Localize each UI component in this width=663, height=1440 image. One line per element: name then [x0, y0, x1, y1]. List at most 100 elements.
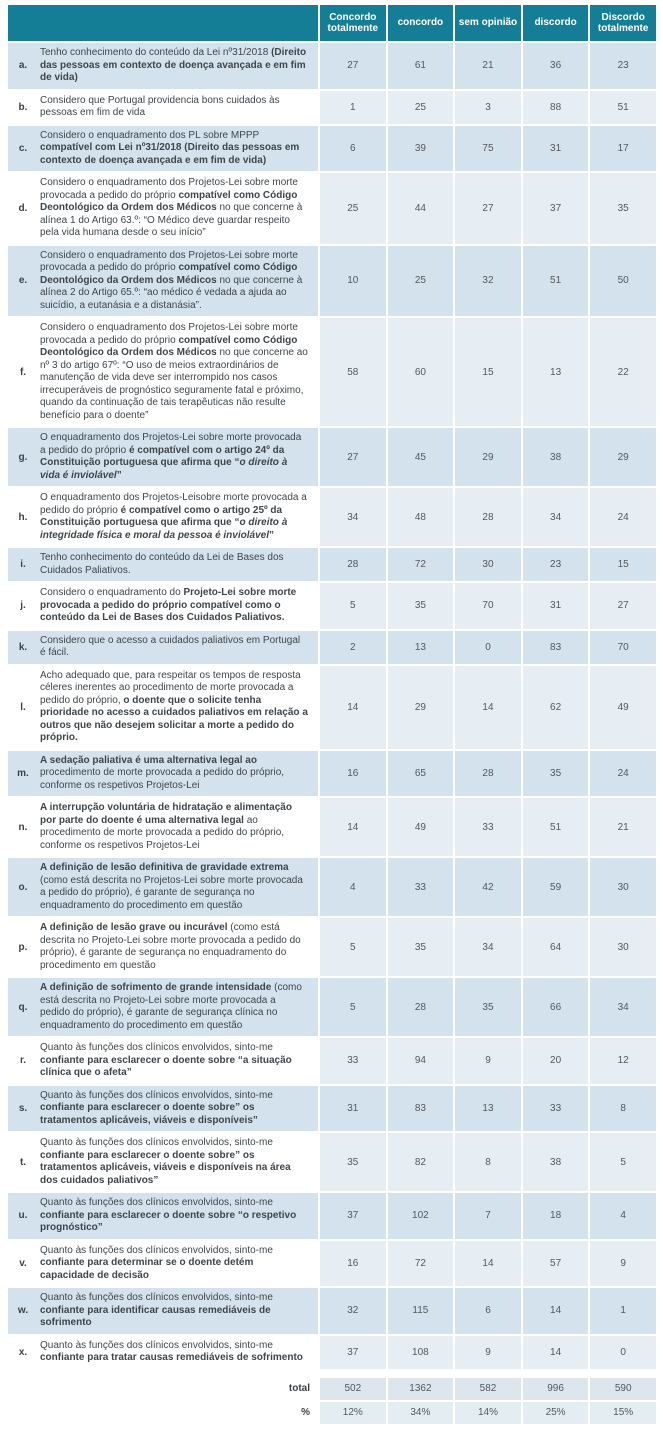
row-question-text: A interrupção voluntária de hidratação e…	[40, 802, 292, 851]
row-value-cell: 31	[522, 125, 589, 171]
row-value-cell: 88	[522, 90, 589, 124]
row-value-cell: 29	[590, 428, 656, 486]
row-value-cell: 34	[455, 918, 521, 976]
row-value-cell: 35	[387, 583, 454, 629]
footer-value-cell: 996	[522, 1377, 589, 1400]
row-value-cell: 7	[455, 1193, 521, 1239]
row-value-cell: 66	[522, 978, 589, 1036]
row-value-cell: 30	[590, 858, 656, 916]
row-question-area: u. Quanto às funções dos clínicos envolv…	[8, 1193, 318, 1239]
row-value-cell: 51	[522, 798, 589, 856]
table-row: l. Acho adequado que, para respeitar os …	[8, 665, 656, 749]
row-value-cell: 32	[320, 1288, 386, 1334]
footer-value-cell: 590	[590, 1377, 656, 1400]
row-value-cell: 94	[387, 1038, 454, 1084]
row-question-cell: A definição de sofrimento de grande inte…	[38, 978, 318, 1036]
footer-percent-row: % 12% 34% 14% 25% 15%	[8, 1401, 656, 1424]
footer-value-cell: 582	[455, 1377, 521, 1400]
row-value-cell: 5	[590, 1133, 656, 1191]
row-label: a.	[18, 60, 28, 72]
row-value-cell: 6	[455, 1288, 521, 1334]
column-header-cell: concordo	[387, 5, 454, 41]
table-body: a. Tenho conhecimento do conteúdo da Lei…	[8, 43, 656, 1369]
row-value-cell: 5	[320, 978, 386, 1036]
row-question-text: A definição de lesão definitiva de gravi…	[40, 862, 303, 911]
row-value-cell: 70	[590, 630, 656, 664]
row-value-cell: 1	[320, 90, 386, 124]
row-value-cell: 57	[522, 1240, 589, 1286]
row-question-cell: A interrupção voluntária de hidratação e…	[38, 798, 318, 856]
row-question-area: q. A definição de sofrimento de grande i…	[8, 978, 318, 1036]
row-label: e.	[18, 275, 28, 287]
row-question-cell: Considero o enquadramento dos Projetos-L…	[38, 246, 318, 317]
row-value-cell: 5	[320, 918, 386, 976]
row-question-cell: Quanto às funções dos clínicos envolvido…	[38, 1288, 318, 1334]
row-label: h.	[18, 511, 28, 523]
row-value-cell: 25	[320, 173, 386, 244]
row-value-cell: 25	[387, 90, 454, 124]
table-row: g. O enquadramento dos Projetos-Lei sobr…	[8, 428, 656, 486]
row-label: v.	[19, 1257, 27, 1269]
row-question-cell: Quanto às funções dos clínicos envolvido…	[38, 1336, 318, 1369]
column-header-cell: discordo	[522, 5, 589, 41]
row-value-cell: 16	[320, 1240, 386, 1286]
row-value-cell: 23	[590, 43, 656, 89]
row-value-cell: 82	[387, 1133, 454, 1191]
row-question-text: Considero o enquadramento dos Projetos-L…	[40, 322, 308, 421]
row-question-cell: Quanto às funções dos clínicos envolvido…	[38, 1133, 318, 1191]
row-value-cell: 30	[455, 548, 521, 581]
row-value-cell: 38	[522, 1133, 589, 1191]
row-question-area: v. Quanto às funções dos clínicos envolv…	[8, 1241, 318, 1287]
row-question-cell: Considero o enquadramento dos Projetos-L…	[38, 173, 318, 244]
row-question-area: b. Considero que Portugal providencia bo…	[8, 91, 318, 124]
row-question-area: m. A sedação paliativa é uma alternativa…	[8, 750, 318, 797]
row-value-cell: 35	[590, 173, 656, 244]
row-value-cell: 0	[590, 1335, 656, 1369]
row-question-text: Tenho conhecimento do conteúdo da Lei de…	[40, 552, 284, 576]
row-question-area: n. A interrupção voluntária de hidrataçã…	[8, 798, 318, 856]
row-value-cell: 3	[455, 90, 521, 124]
row-value-cell: 13	[455, 1085, 521, 1131]
row-question-cell: Considero o enquadramento dos Projetos-L…	[38, 318, 318, 426]
row-question-cell: Considero o enquadramento dos PL sobre M…	[38, 126, 318, 172]
row-value-cell: 65	[387, 750, 454, 796]
row-value-cell: 38	[522, 428, 589, 486]
row-value-cell: 75	[455, 125, 521, 171]
row-label: b.	[18, 101, 28, 113]
row-value-cell: 16	[320, 750, 386, 796]
row-value-cell: 20	[522, 1038, 589, 1084]
row-value-cell: 49	[387, 798, 454, 856]
row-value-cell: 13	[387, 630, 454, 664]
row-value-cell: 64	[522, 918, 589, 976]
row-value-cell: 35	[455, 978, 521, 1036]
survey-table: Concordo totalmente concordo sem opinião di…	[8, 5, 656, 1424]
row-value-cell: 27	[320, 428, 386, 486]
row-value-cell: 37	[320, 1335, 386, 1369]
row-value-cell: 44	[387, 173, 454, 244]
table-row: p. A definição de lesão grave ou incuráv…	[8, 918, 656, 976]
row-question-cell: Tenho conhecimento do conteúdo da Lei nº…	[38, 43, 318, 89]
row-value-cell: 83	[522, 630, 589, 664]
row-question-cell: O enquadramento dos Projetos-Lei sobre m…	[38, 428, 318, 486]
row-label: p.	[18, 941, 28, 953]
row-value-cell: 15	[455, 318, 521, 426]
row-value-cell: 24	[590, 488, 656, 546]
row-question-area: k. Considero que o acesso a cuidados pal…	[8, 630, 318, 664]
row-question-cell: Quanto às funções dos clínicos envolvido…	[38, 1086, 318, 1132]
row-value-cell: 83	[387, 1085, 454, 1131]
row-value-cell: 6	[320, 125, 386, 171]
table-row: u. Quanto às funções dos clínicos envolv…	[8, 1193, 656, 1239]
footer-value-cell: 1362	[387, 1377, 454, 1400]
row-label: l.	[20, 701, 26, 713]
row-value-cell: 39	[387, 125, 454, 171]
row-question-area: f. Considero o enquadramento dos Projeto…	[8, 318, 318, 426]
row-value-cell: 29	[387, 665, 454, 749]
row-value-cell: 2	[320, 630, 386, 664]
footer-percent-label: %	[301, 1407, 310, 1418]
row-label: w.	[17, 1305, 29, 1317]
row-question-cell: A sedação paliativa é uma alternativa le…	[38, 751, 318, 797]
table-row: n. A interrupção voluntária de hidrataçã…	[8, 798, 656, 856]
row-value-cell: 9	[455, 1038, 521, 1084]
row-value-cell: 14	[320, 798, 386, 856]
row-value-cell: 27	[320, 43, 386, 89]
